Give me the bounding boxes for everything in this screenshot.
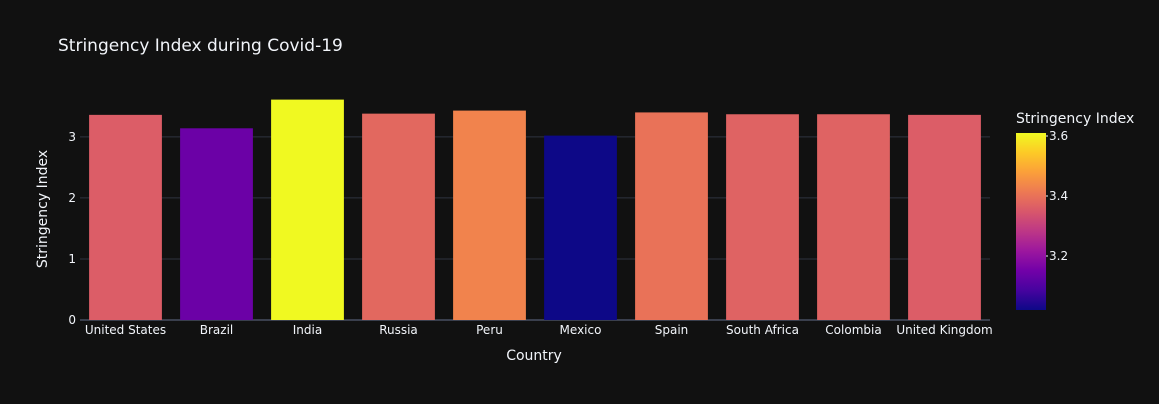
bar[interactable] <box>908 114 981 320</box>
colorbar-tick-label: 3.4 <box>1049 189 1068 203</box>
x-tick-label: Russia <box>379 323 418 337</box>
x-axis-ticks: United States Brazil India Russia Peru Mexico… <box>85 323 993 337</box>
bar[interactable] <box>453 110 526 320</box>
y-tick-label: 3 <box>68 130 76 144</box>
x-tick-label: India <box>293 323 322 337</box>
y-tick-label: 2 <box>68 191 76 205</box>
bars <box>89 99 981 321</box>
colorbar-tick-label: 3.2 <box>1049 249 1068 263</box>
y-tick-label: 1 <box>68 252 76 266</box>
colorbar-gradient <box>1016 133 1046 310</box>
x-tick-label: South Africa <box>726 323 799 337</box>
x-tick-label: United States <box>85 323 166 337</box>
colorbar-tick-label: 3.6 <box>1049 129 1068 143</box>
bar[interactable] <box>180 128 253 320</box>
y-tick-label: 0 <box>68 313 76 327</box>
chart-title: Stringency Index during Covid-19 <box>58 36 343 56</box>
bar[interactable] <box>89 114 162 320</box>
x-tick-label: Brazil <box>200 323 234 337</box>
y-axis-ticks: 0 1 2 3 <box>68 130 76 327</box>
x-tick-label: Mexico <box>560 323 602 337</box>
x-axis-label: Country <box>506 348 562 364</box>
colorbar-ticks: 3.2 3.4 3.6 <box>1046 129 1068 263</box>
bar[interactable] <box>271 99 344 320</box>
bar[interactable] <box>544 135 617 320</box>
x-tick-label: Spain <box>655 323 689 337</box>
colorbar-title: Stringency Index <box>1016 111 1134 127</box>
bar[interactable] <box>817 114 890 321</box>
y-axis-label: Stringency Index <box>35 150 51 268</box>
bar[interactable] <box>362 113 435 320</box>
colorbar-legend: Stringency Index 3.2 3.4 3.6 <box>1016 111 1134 310</box>
bar[interactable] <box>635 112 708 320</box>
bar[interactable] <box>726 114 799 321</box>
x-tick-label: Peru <box>476 323 503 337</box>
x-tick-label: United Kingdom <box>896 323 992 337</box>
x-tick-label: Colombia <box>825 323 881 337</box>
